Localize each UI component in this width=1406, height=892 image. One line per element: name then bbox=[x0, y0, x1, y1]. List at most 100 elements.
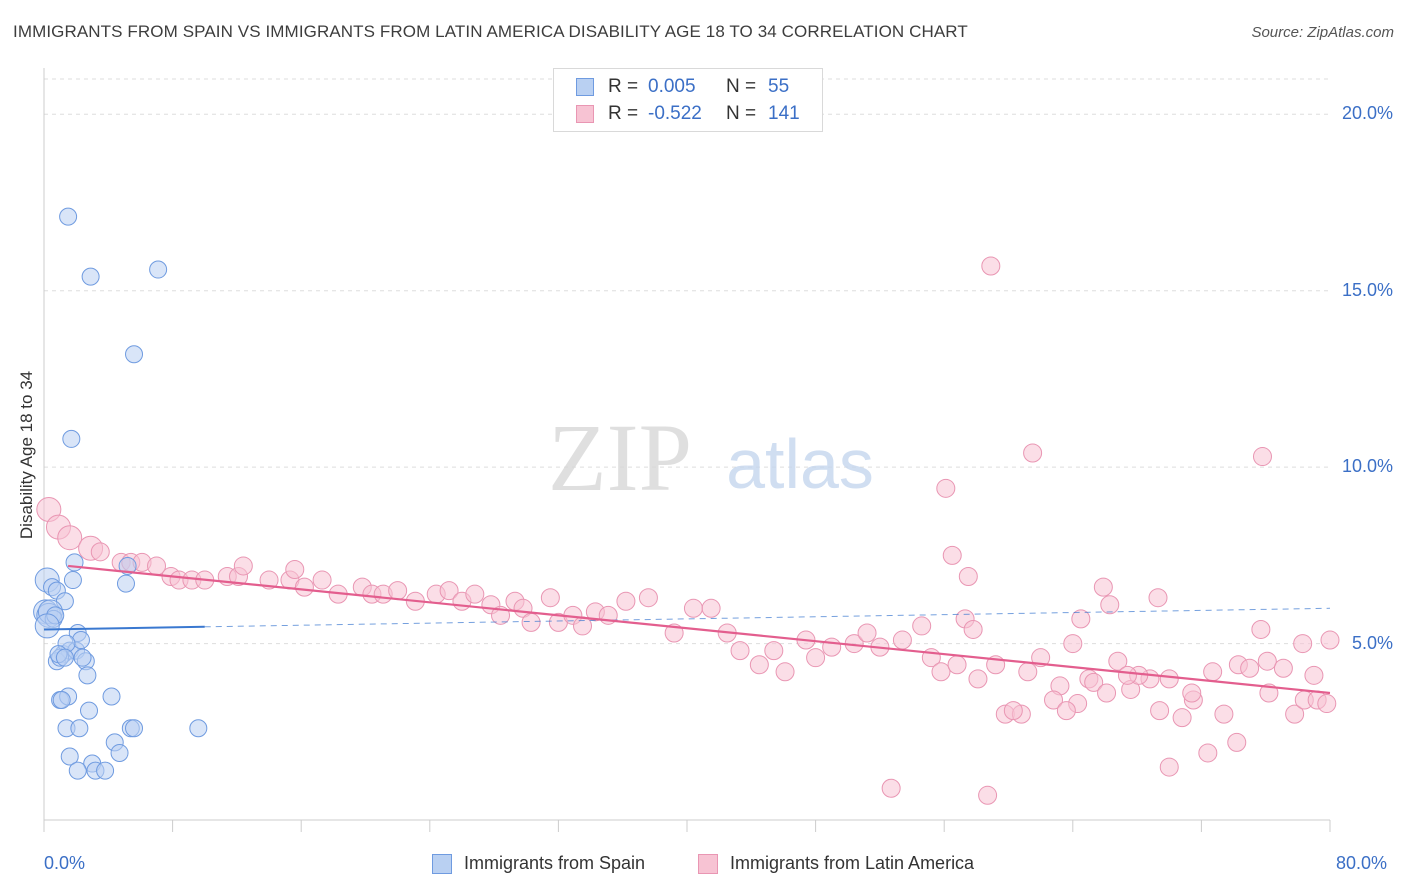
latam-point bbox=[1044, 690, 1064, 710]
latam-swatch bbox=[576, 105, 594, 123]
r-label: R = bbox=[608, 76, 639, 97]
latam-n-value: 141 bbox=[768, 103, 800, 124]
latam-point bbox=[764, 641, 784, 661]
spain-point bbox=[78, 666, 97, 685]
spain-point bbox=[149, 260, 168, 279]
latam-point bbox=[1159, 757, 1179, 777]
bottom-legend-latam[interactable]: Immigrants from Latin America bbox=[698, 853, 974, 874]
latam-point bbox=[978, 785, 998, 805]
latam-point bbox=[540, 588, 560, 608]
spain-point bbox=[96, 761, 115, 780]
latam-point bbox=[233, 556, 253, 576]
spain-trend-dashed bbox=[204, 607, 1331, 628]
latam-point bbox=[1097, 683, 1117, 703]
spain-point bbox=[55, 648, 74, 667]
latam-point bbox=[1150, 701, 1170, 721]
latam-point bbox=[1159, 669, 1179, 689]
latam-point bbox=[701, 598, 721, 618]
spain-point bbox=[62, 429, 81, 448]
spain-legend-swatch bbox=[432, 853, 452, 874]
spain-point bbox=[116, 574, 135, 593]
x-tick-label-max: 80.0% bbox=[1336, 853, 1388, 873]
latam-point bbox=[942, 545, 962, 565]
trend-lines bbox=[43, 564, 1331, 695]
latam-point bbox=[936, 478, 956, 498]
spain-swatch bbox=[576, 78, 594, 96]
latam-point bbox=[1031, 648, 1051, 668]
spain-series bbox=[33, 207, 208, 780]
latam-point bbox=[90, 542, 110, 562]
latam-point bbox=[1148, 588, 1168, 608]
bottom-legend-spain[interactable]: Immigrants from Spain bbox=[432, 853, 645, 874]
latam-point bbox=[259, 570, 279, 590]
latam-point bbox=[1108, 651, 1128, 671]
x-tick-label-min: 0.0% bbox=[44, 853, 86, 873]
legend-row-latam: R = -0.522 N = 141 bbox=[576, 102, 800, 126]
latam-point bbox=[294, 577, 314, 597]
latam-point bbox=[1317, 694, 1337, 714]
latam-point bbox=[1252, 447, 1272, 467]
spain-point bbox=[63, 571, 82, 590]
latam-point bbox=[1251, 619, 1271, 639]
latam-point bbox=[1304, 665, 1324, 685]
watermark-zip: ZIP bbox=[548, 404, 692, 511]
spain-point bbox=[60, 747, 79, 766]
spain-point bbox=[70, 719, 89, 738]
latam-point bbox=[1056, 701, 1076, 721]
latam-point bbox=[857, 623, 877, 643]
latam-point bbox=[1093, 577, 1113, 597]
spain-point bbox=[80, 701, 99, 720]
y-tick-label: 20.0% bbox=[1341, 103, 1393, 124]
latam-r-value: -0.522 bbox=[648, 103, 702, 124]
spain-r-value: 0.005 bbox=[648, 76, 696, 97]
latam-point bbox=[1071, 609, 1091, 629]
n-label: N = bbox=[726, 76, 757, 97]
spain-point bbox=[34, 613, 60, 639]
source-label: Source: ZipAtlas.com bbox=[1251, 24, 1394, 41]
latam-point bbox=[1203, 662, 1223, 682]
latam-point bbox=[892, 630, 912, 650]
latam-trend bbox=[68, 564, 1331, 695]
latam-point bbox=[312, 570, 332, 590]
spain-point bbox=[59, 207, 78, 226]
latam-point bbox=[638, 588, 658, 608]
latam-point bbox=[912, 616, 932, 636]
y-axis-label: Disability Age 18 to 34 bbox=[17, 370, 36, 540]
spain-point bbox=[73, 648, 92, 667]
watermark-atlas: atlas bbox=[726, 425, 874, 503]
latam-point bbox=[1293, 634, 1313, 654]
latam-point bbox=[1182, 683, 1202, 703]
spain-point bbox=[52, 691, 71, 710]
spain-point bbox=[68, 761, 87, 780]
latam-point bbox=[521, 612, 541, 632]
latam-point bbox=[806, 648, 826, 668]
latam-point bbox=[968, 669, 988, 689]
latam-point bbox=[573, 616, 593, 636]
y-tick-label: 15.0% bbox=[1341, 279, 1393, 300]
grid-lines bbox=[44, 78, 1330, 645]
spain-legend-label: Immigrants from Spain bbox=[464, 853, 646, 873]
spain-point bbox=[125, 345, 144, 364]
spain-point bbox=[102, 687, 121, 706]
latam-legend-swatch bbox=[698, 853, 718, 874]
latam-point bbox=[1063, 634, 1083, 654]
y-tick-label: 5.0% bbox=[1351, 632, 1393, 653]
latam-point bbox=[1198, 743, 1218, 763]
latam-point bbox=[1240, 658, 1260, 678]
latam-point bbox=[963, 619, 983, 639]
latam-point bbox=[683, 598, 703, 618]
latam-point bbox=[1018, 662, 1038, 682]
latam-point bbox=[881, 778, 901, 798]
y-tick-label: 10.0% bbox=[1341, 456, 1393, 477]
latam-point bbox=[1172, 708, 1192, 728]
latam-point bbox=[1259, 683, 1279, 703]
latam-point bbox=[931, 662, 951, 682]
latam-point bbox=[1100, 595, 1120, 615]
latam-point bbox=[1257, 651, 1277, 671]
spain-trend-solid bbox=[43, 625, 205, 631]
latam-point bbox=[439, 581, 459, 601]
latam-point bbox=[1003, 701, 1023, 721]
r-label: R = bbox=[608, 103, 639, 124]
latam-point bbox=[1117, 665, 1137, 685]
